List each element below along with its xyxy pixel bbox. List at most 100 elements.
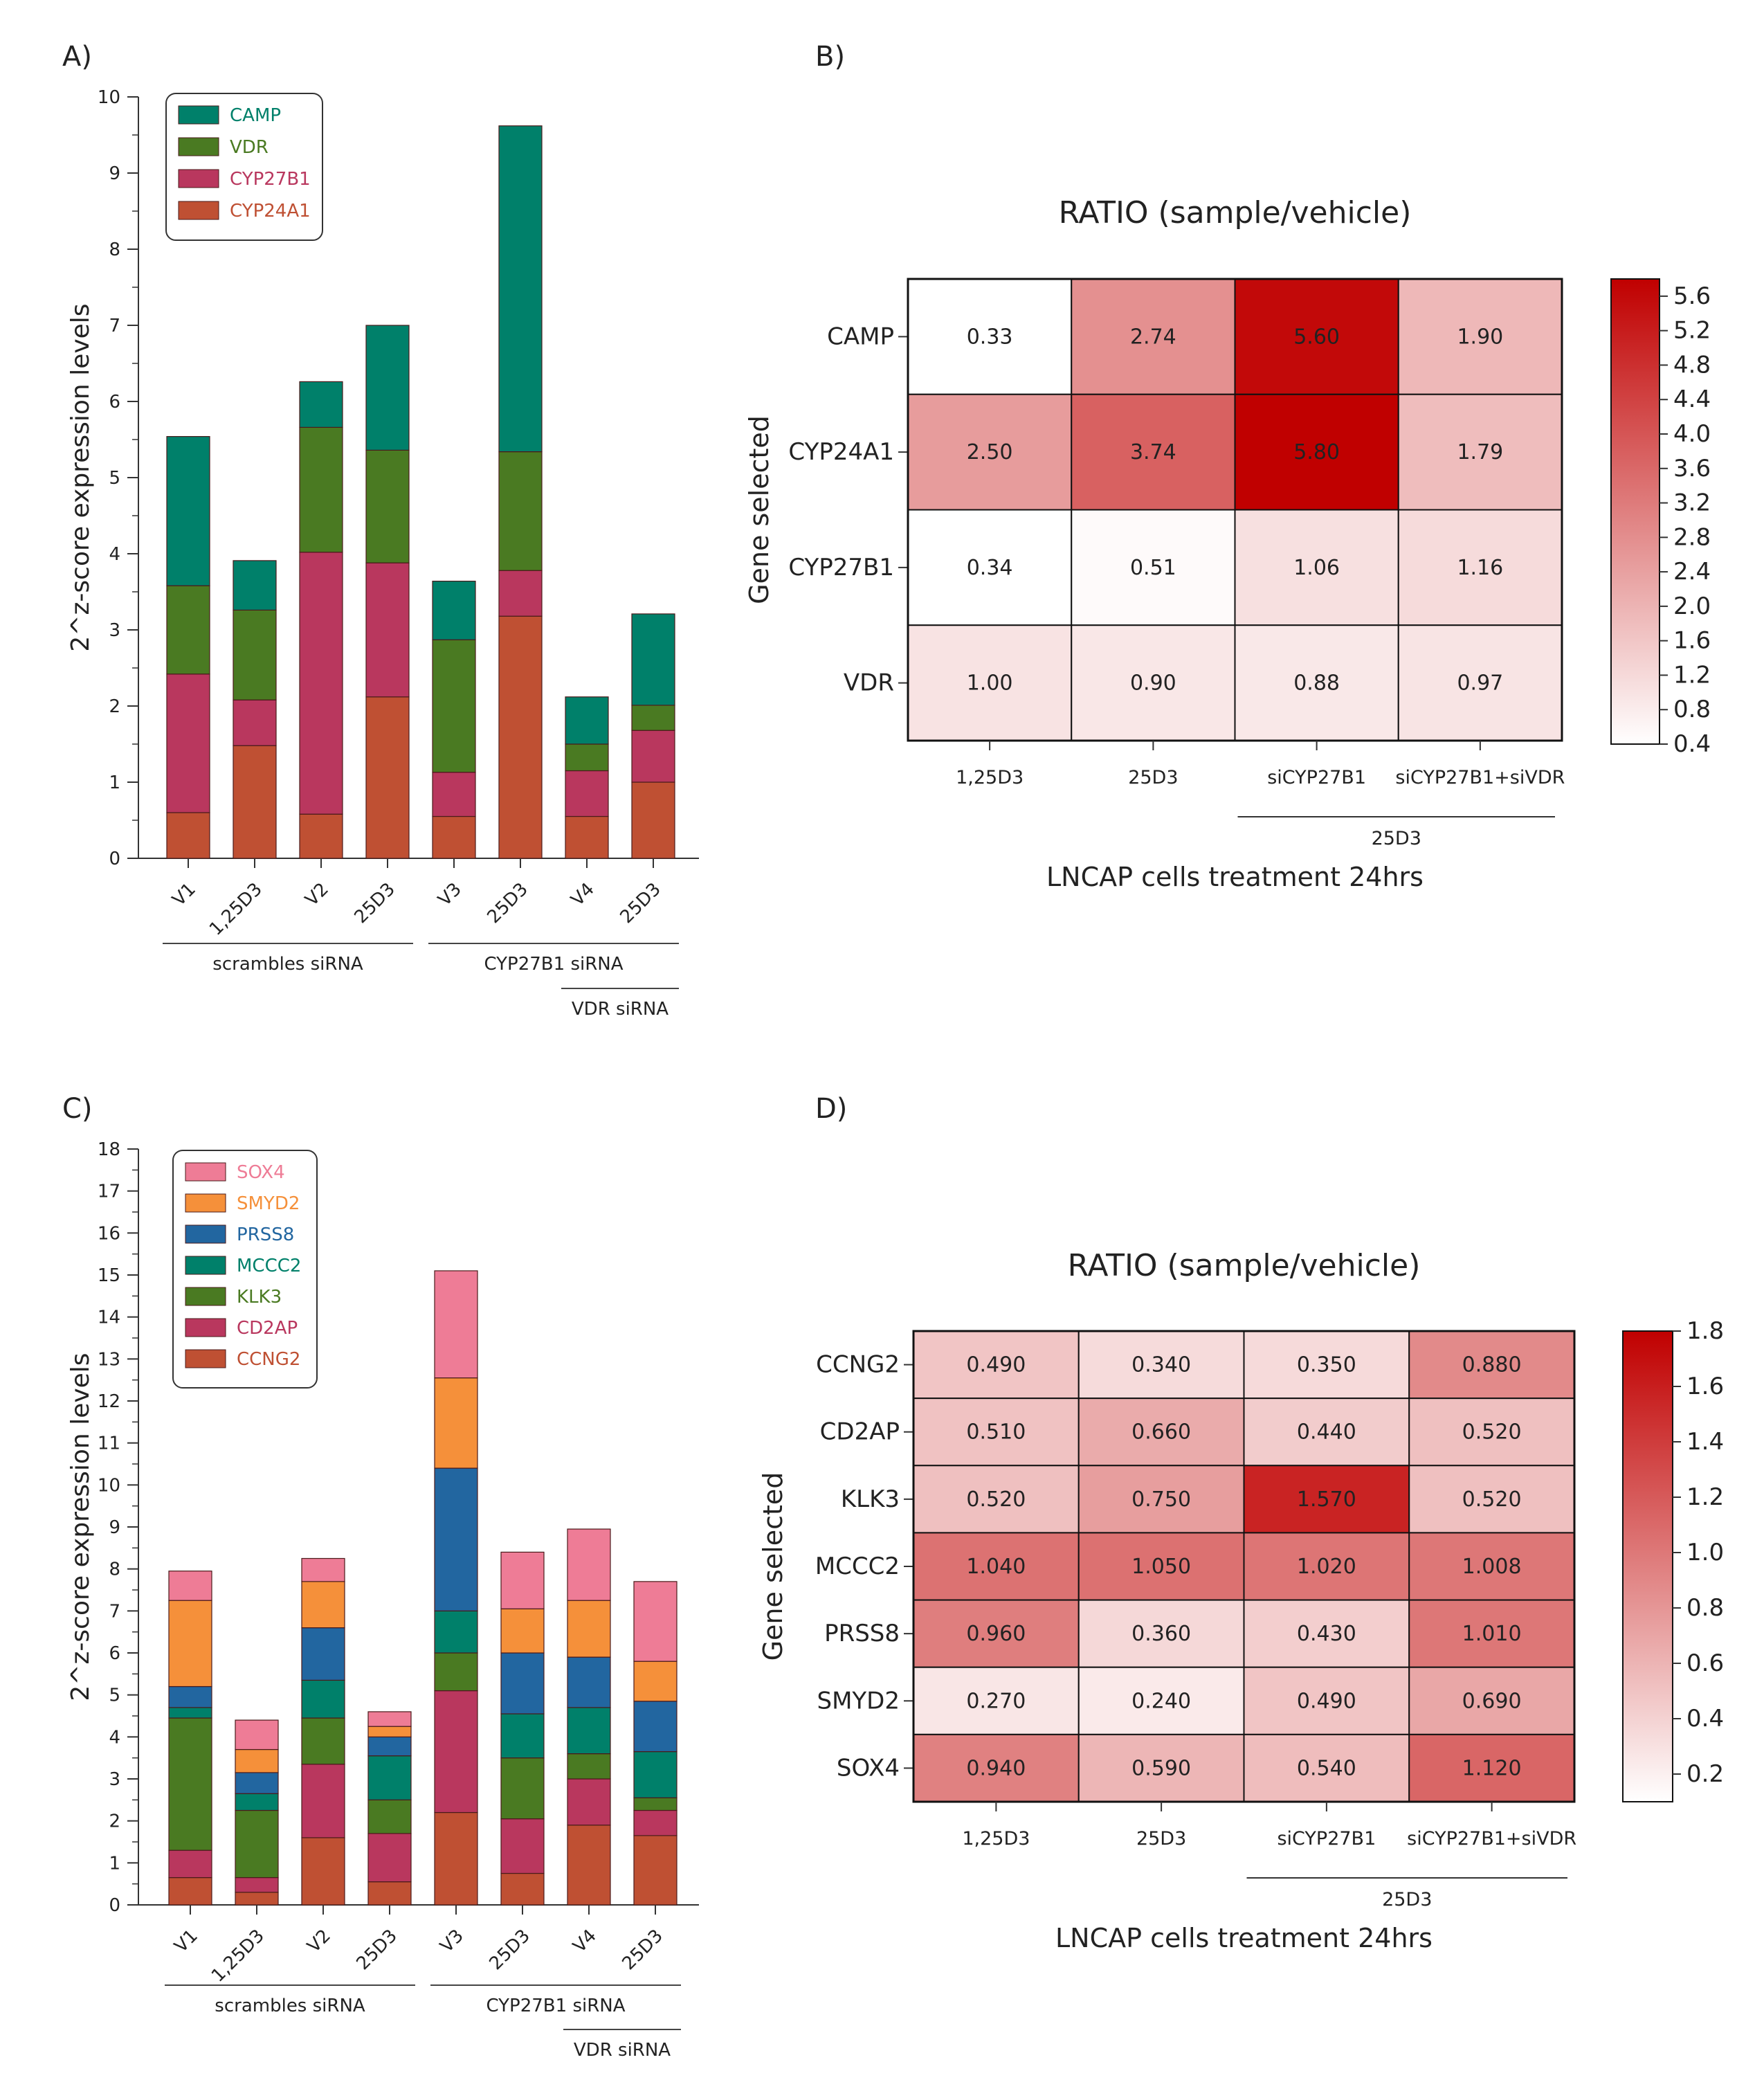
heatmap-cell [907, 624, 1073, 741]
bar-segment-cyp24a1 [565, 815, 609, 859]
bar-segment-vdr [299, 426, 343, 553]
y-tick-label: 0 [109, 849, 120, 869]
y-tick-label: 5 [109, 1685, 120, 1706]
col-label: 1,25D3 [962, 1828, 1030, 1850]
bar-segment-cyp24a1 [299, 813, 343, 859]
cell-value: 1.120 [1462, 1756, 1522, 1780]
bar-segment-cyp24a1 [365, 696, 410, 859]
row-label: MCCC2 [815, 1553, 900, 1580]
col-label: siCYP27B1+siVDR [1407, 1828, 1576, 1850]
bar-segment-sox4 [434, 1270, 478, 1379]
heatmap-cell [1071, 624, 1236, 741]
bar-segment-mccc2 [235, 1793, 279, 1811]
row-label: CYP27B1 [788, 554, 894, 581]
col-label: 1,25D3 [956, 767, 1024, 788]
bar-segment-klk3 [633, 1797, 678, 1811]
bar-segment-cyp24a1 [432, 815, 476, 859]
legend-swatch [185, 1318, 226, 1337]
heatmap-cell [1408, 1532, 1575, 1601]
colorbar-tick-label: 4.4 [1673, 386, 1711, 413]
bar-segment-cyp24a1 [166, 812, 210, 859]
y-axis-label: Gene selected [758, 1472, 788, 1661]
bar-segment-cd2ap [434, 1690, 478, 1814]
bar-segment-cyp27b1 [233, 699, 277, 746]
bar-segment-prss8 [434, 1467, 478, 1611]
col-label: siCYP27B1 [1277, 1828, 1376, 1850]
heatmap-cell [1234, 509, 1399, 626]
bar-segment-smyd2 [168, 1600, 212, 1688]
bar-segment-cyp27b1 [432, 772, 476, 817]
col-label: 25D3 [1128, 767, 1178, 788]
cell-value: 0.440 [1297, 1420, 1356, 1445]
colorbar [1610, 278, 1660, 745]
bar-segment-klk3 [168, 1717, 212, 1851]
x-tick-label: V4 [569, 1926, 600, 1957]
legend-swatch [185, 1224, 226, 1244]
legend-swatch [178, 201, 219, 220]
x-tick-label: V2 [303, 1926, 334, 1957]
bar-segment-smyd2 [500, 1608, 545, 1654]
cell-value: 0.540 [1297, 1756, 1356, 1780]
heatmap-cell [907, 393, 1073, 511]
colorbar-tick-label: 0.2 [1686, 1760, 1724, 1788]
heatmap-cell [1078, 1532, 1245, 1601]
cell-value: 1.79 [1457, 440, 1503, 464]
bar-segment-prss8 [367, 1736, 412, 1757]
cell-value: 0.490 [966, 1353, 1026, 1377]
bar-segment-prss8 [567, 1656, 611, 1708]
heatmap-title: RATIO (sample/vehicle) [1059, 195, 1412, 230]
heatmap-cell [1397, 624, 1563, 741]
cell-value: 1.040 [966, 1555, 1026, 1579]
bar-segment-vdr [233, 609, 277, 700]
cell-value: 2.50 [967, 440, 1013, 464]
y-tick-label: 2 [109, 696, 120, 717]
colorbar-tick-label: 1.4 [1686, 1428, 1724, 1456]
cell-value: 0.590 [1131, 1756, 1191, 1780]
bar-segment-klk3 [235, 1809, 279, 1879]
heatmap-cell [1408, 1465, 1575, 1534]
colorbar-tick-label: 1.0 [1686, 1539, 1724, 1566]
heatmap-cell [1078, 1330, 1245, 1400]
bar-segment-ccng2 [235, 1892, 279, 1906]
bar-segment-klk3 [301, 1717, 345, 1765]
bar-segment-klk3 [434, 1652, 478, 1692]
bar-segment-mccc2 [434, 1610, 478, 1654]
row-label: VDR [844, 669, 894, 697]
heatmap-cell [1408, 1330, 1575, 1400]
colorbar-tick-label: 5.6 [1673, 282, 1711, 310]
y-axis-label: 2^z-score expression levels [66, 303, 95, 651]
cell-value: 0.490 [1297, 1689, 1356, 1713]
bar-segment-cyp27b1 [498, 570, 543, 617]
chart-a: 0 1 2 3 4 5 6 7 8 9 10 2^z-score expression levels V… [66, 87, 699, 1020]
bar-segment-smyd2 [235, 1748, 279, 1773]
legend-swatch [185, 1256, 226, 1275]
heatmap-cell [1078, 1666, 1245, 1735]
legend-label: CYP27B1 [230, 169, 311, 190]
colorbar-tick-label: 1.6 [1686, 1373, 1724, 1400]
bar-segment-klk3 [500, 1757, 545, 1820]
bar-segment-mccc2 [500, 1713, 545, 1759]
x-tick-label: 25D3 [483, 879, 531, 928]
bar-segment-smyd2 [367, 1726, 412, 1737]
x-tick-label: V2 [301, 879, 332, 910]
y-tick-label: 18 [98, 1139, 120, 1160]
y-tick-label: 9 [109, 163, 120, 184]
row-label: KLK3 [841, 1485, 900, 1513]
legend-label: MCCC2 [237, 1256, 301, 1276]
bar-segment-prss8 [235, 1772, 279, 1794]
group-label: 25D3 [1382, 1889, 1432, 1910]
bar-segment-sox4 [168, 1571, 212, 1601]
group-label: VDR siRNA [574, 2040, 671, 2061]
heatmap-cell [1071, 393, 1236, 511]
bar-segment-ccng2 [434, 1811, 478, 1906]
bar-segment-ccng2 [500, 1872, 545, 1906]
bar-segment-vdr [166, 585, 210, 675]
bar-segment-ccng2 [567, 1825, 611, 1906]
cell-value: 2.74 [1130, 325, 1176, 349]
colorbar-tick-label: 0.4 [1686, 1705, 1724, 1733]
colorbar-tick-label: 1.2 [1686, 1483, 1724, 1511]
bar-segment-cyp27b1 [299, 552, 343, 815]
bar-segment-vdr [432, 639, 476, 773]
colorbar-tick-label: 1.2 [1673, 661, 1711, 689]
